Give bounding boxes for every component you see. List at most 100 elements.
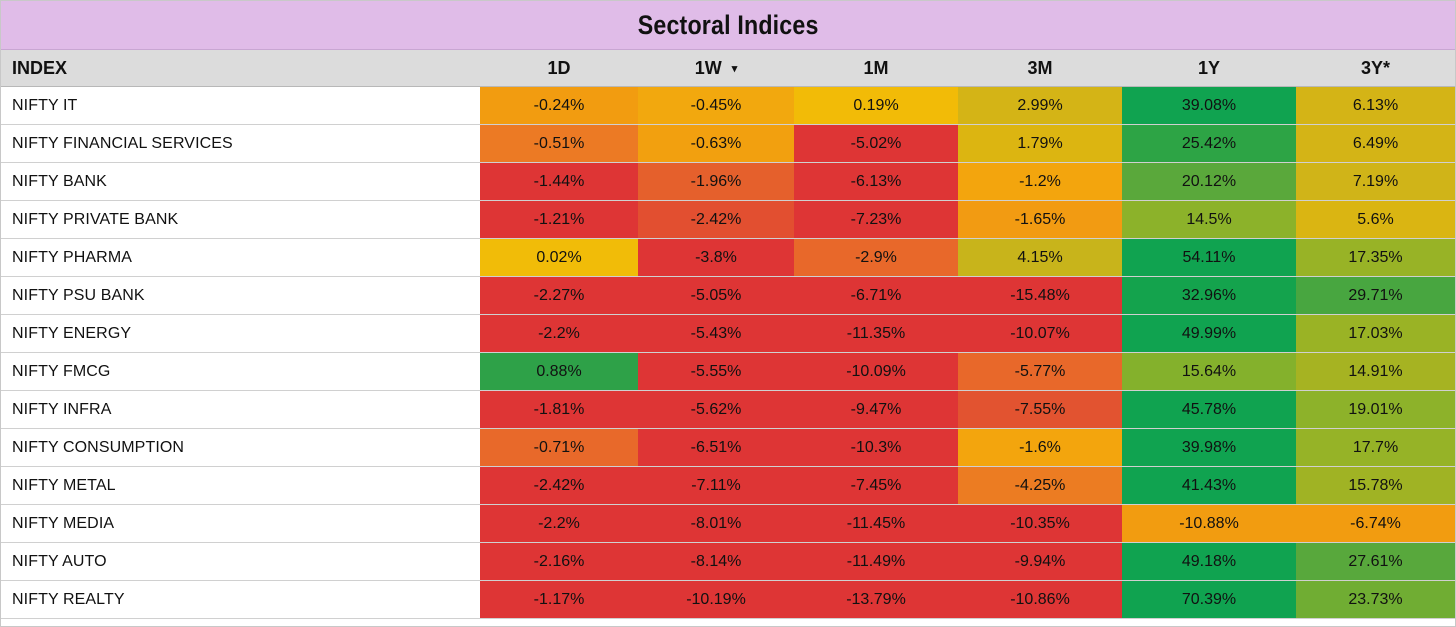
return-cell-3y: 6.13% [1296,86,1455,125]
index-name-cell: NIFTY MEDIA [1,504,480,543]
return-cell-1m: -13.79% [794,580,958,619]
column-header-label: 3M [1027,57,1053,78]
return-cell-3y: 7.19% [1296,162,1455,201]
return-cell-3m: -4.25% [958,466,1122,505]
column-header-3y[interactable]: 3Y* [1296,50,1455,87]
return-cell-3m: -9.94% [958,542,1122,581]
return-cell-3y: 17.03% [1296,314,1455,353]
column-header-label: 1M [863,57,889,78]
column-header-3m[interactable]: 3M [958,50,1122,87]
sort-descending-icon: ▾ [731,62,738,75]
return-cell-3y: 14.91% [1296,352,1455,391]
return-cell-1d: -1.21% [480,200,638,239]
header-row: INDEX 1D 1W ▾ 1M 3M 1Y 3Y* [1,50,1455,87]
column-header-label: 1D [547,57,571,78]
return-cell-1w: -5.62% [638,390,794,429]
return-cell-1d: -0.51% [480,124,638,163]
return-cell-1m: -5.02% [794,124,958,163]
table-row: NIFTY INFRA -1.81% -5.62% -9.47% -7.55% 45.78… [1,390,1455,429]
column-header-1d[interactable]: 1D [480,50,638,87]
return-cell-1m: -6.71% [794,276,958,315]
table-row: NIFTY REALTY -1.17% -10.19% -13.79% -10.86% 7… [1,580,1455,619]
index-name-cell: NIFTY PRIVATE BANK [1,200,480,239]
return-cell-1m: -6.13% [794,162,958,201]
return-cell-1w: -8.01% [638,504,794,543]
return-cell-1d: -2.16% [480,542,638,581]
return-cell-1w: -2.42% [638,200,794,239]
return-cell-1y: 49.18% [1122,542,1296,581]
return-cell-1d: -1.17% [480,580,638,619]
index-name-cell: NIFTY ENERGY [1,314,480,353]
return-cell-3m: -1.65% [958,200,1122,239]
return-cell-1d: -2.27% [480,276,638,315]
return-cell-3m: 2.99% [958,86,1122,125]
return-cell-3y: 5.6% [1296,200,1455,239]
return-cell-1y: 20.12% [1122,162,1296,201]
return-cell-3m: -10.07% [958,314,1122,353]
index-name-cell: NIFTY PHARMA [1,238,480,277]
return-cell-1w: -3.8% [638,238,794,277]
return-cell-1d: -1.81% [480,390,638,429]
table-title: Sectoral Indices [637,9,819,40]
return-cell-1d: -2.42% [480,466,638,505]
return-cell-3m: -7.55% [958,390,1122,429]
table-body: NIFTY IT -0.24% -0.45% 0.19% 2.99% 39.08% 6.13… [1,86,1455,619]
table-row: NIFTY FMCG 0.88% -5.55% -10.09% -5.77% 15.64%… [1,352,1455,391]
index-name-cell: NIFTY AUTO [1,542,480,581]
return-cell-3y: -6.74% [1296,504,1455,543]
return-cell-1m: 0.19% [794,86,958,125]
table-row: NIFTY PHARMA 0.02% -3.8% -2.9% 4.15% 54.11% 17… [1,238,1455,277]
return-cell-1m: -7.45% [794,466,958,505]
index-name-cell: NIFTY FINANCIAL SERVICES [1,124,480,163]
sectoral-indices-table: INDEX 1D 1W ▾ 1M 3M 1Y 3Y* NIFTY IT -0.24% -0.45%… [1,50,1455,619]
return-cell-1w: -5.55% [638,352,794,391]
return-cell-3m: -15.48% [958,276,1122,315]
return-cell-1d: -0.24% [480,86,638,125]
column-header-1m[interactable]: 1M [794,50,958,87]
return-cell-1y: 25.42% [1122,124,1296,163]
return-cell-1y: 41.43% [1122,466,1296,505]
column-header-label: INDEX [12,57,68,78]
return-cell-1y: -10.88% [1122,504,1296,543]
return-cell-1m: -11.45% [794,504,958,543]
table-row: NIFTY AUTO -2.16% -8.14% -11.49% -9.94% 49.18… [1,542,1455,581]
table-row: NIFTY PSU BANK -2.27% -5.05% -6.71% -15.48% 3… [1,276,1455,315]
column-header-1y[interactable]: 1Y [1122,50,1296,87]
index-name-cell: NIFTY IT [1,86,480,125]
return-cell-1d: 0.02% [480,238,638,277]
return-cell-1d: -2.2% [480,314,638,353]
return-cell-1w: -5.43% [638,314,794,353]
return-cell-1m: -11.49% [794,542,958,581]
return-cell-1y: 15.64% [1122,352,1296,391]
return-cell-1w: -10.19% [638,580,794,619]
table-row: NIFTY MEDIA -2.2% -8.01% -11.45% -10.35% -10.… [1,504,1455,543]
return-cell-3y: 29.71% [1296,276,1455,315]
return-cell-3m: 1.79% [958,124,1122,163]
column-header-index[interactable]: INDEX [1,50,480,87]
column-header-1w[interactable]: 1W ▾ [638,50,794,87]
title-bar: Sectoral Indices [1,1,1455,50]
return-cell-1m: -9.47% [794,390,958,429]
return-cell-1d: -1.44% [480,162,638,201]
table-row: NIFTY CONSUMPTION -0.71% -6.51% -10.3% -1.6%… [1,428,1455,467]
return-cell-3y: 27.61% [1296,542,1455,581]
return-cell-1w: -0.45% [638,86,794,125]
return-cell-3y: 17.7% [1296,428,1455,467]
table-row: NIFTY FINANCIAL SERVICES -0.51% -0.63% -5.0… [1,124,1455,163]
return-cell-1d: -0.71% [480,428,638,467]
table-row: NIFTY METAL -2.42% -7.11% -7.45% -4.25% 41.43… [1,466,1455,505]
return-cell-3y: 6.49% [1296,124,1455,163]
return-cell-1y: 45.78% [1122,390,1296,429]
return-cell-3y: 23.73% [1296,580,1455,619]
return-cell-3m: -10.86% [958,580,1122,619]
return-cell-1y: 70.39% [1122,580,1296,619]
table-row: NIFTY IT -0.24% -0.45% 0.19% 2.99% 39.08% 6.13… [1,86,1455,125]
index-name-cell: NIFTY FMCG [1,352,480,391]
index-name-cell: NIFTY REALTY [1,580,480,619]
return-cell-1y: 54.11% [1122,238,1296,277]
index-name-cell: NIFTY INFRA [1,390,480,429]
return-cell-3m: -1.6% [958,428,1122,467]
return-cell-1w: -8.14% [638,542,794,581]
table-row: NIFTY PRIVATE BANK -1.21% -2.42% -7.23% -1.6… [1,200,1455,239]
index-name-cell: NIFTY PSU BANK [1,276,480,315]
